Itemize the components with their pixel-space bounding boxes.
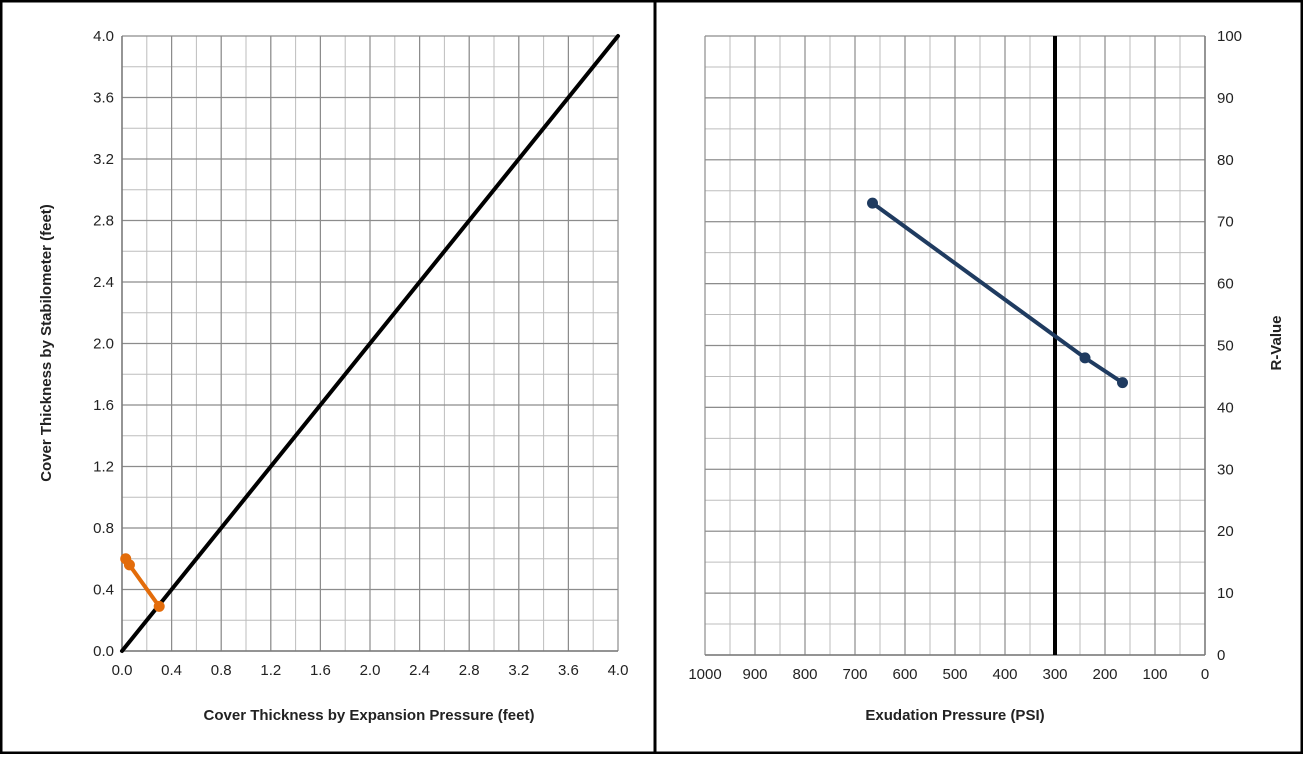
y-tick-label: 3.2	[93, 151, 114, 168]
x-tick-label: 0.0	[112, 662, 133, 679]
y-tick-label: 80	[1217, 152, 1234, 169]
left-series	[120, 34, 620, 653]
y-tick-label: 50	[1217, 338, 1234, 355]
series-point-0	[867, 197, 878, 209]
y-tick-label: 60	[1217, 276, 1234, 293]
left-y-axis-title: Cover Thickness by Stabilometer (feet)	[38, 204, 55, 482]
left-x-axis-title: Cover Thickness by Expansion Pressure (f…	[204, 707, 535, 724]
y-tick-label: 100	[1217, 28, 1242, 45]
x-tick-label: 500	[942, 666, 967, 683]
right-grid	[704, 35, 1206, 656]
y-tick-label: 40	[1217, 399, 1234, 416]
right-series	[867, 36, 1128, 655]
series-line-0	[120, 34, 620, 653]
right-x-axis-title: Exudation Pressure (PSI)	[865, 707, 1044, 724]
x-tick-label: 900	[742, 666, 767, 683]
x-tick-label: 3.2	[508, 662, 529, 679]
y-tick-label: 30	[1217, 461, 1234, 478]
y-tick-label: 1.2	[93, 459, 114, 476]
x-tick-label: 1.2	[260, 662, 281, 679]
x-tick-label: 200	[1092, 666, 1117, 683]
x-tick-label: 800	[792, 666, 817, 683]
right-y-axis-title: R-Value	[1268, 315, 1285, 370]
x-tick-label: 300	[1042, 666, 1067, 683]
x-tick-label: 3.6	[558, 662, 579, 679]
series-point-1	[153, 600, 165, 612]
y-tick-label: 0.0	[93, 643, 114, 660]
x-tick-label: 0	[1201, 666, 1209, 683]
x-tick-label: 0.8	[211, 662, 232, 679]
y-tick-label: 2.8	[93, 213, 114, 230]
x-tick-label: 0.4	[161, 662, 182, 679]
y-tick-label: 0.4	[93, 582, 114, 599]
left-x-tick-labels: 0.0 0.4 0.8 1.2 1.6 2.0 2.4 2.8 3.2 3.6 4.0	[112, 662, 629, 679]
x-tick-label: 2.8	[459, 662, 480, 679]
y-tick-label: 1.6	[93, 397, 114, 414]
x-tick-label: 1.6	[310, 662, 331, 679]
y-tick-label: 10	[1217, 585, 1234, 602]
right-chart: 1000 900 800 700 600 500 400 300 200 100 0 0102030…	[688, 28, 1285, 724]
y-tick-label: 70	[1217, 214, 1234, 231]
x-tick-label: 700	[842, 666, 867, 683]
x-tick-label: 2.0	[360, 662, 381, 679]
series-point-0	[1117, 377, 1128, 389]
left-grid	[121, 35, 619, 652]
left-chart: 0.0 0.4 0.8 1.2 1.6 2.0 2.4 2.8 3.2 3.6 4.0 0.0 0.4…	[38, 28, 628, 724]
series-point-1	[123, 559, 135, 571]
y-tick-label: 3.6	[93, 90, 114, 107]
x-tick-label: 4.0	[608, 662, 629, 679]
right-x-tick-labels: 1000 900 800 700 600 500 400 300 200 100 0	[688, 666, 1209, 683]
right-y-tick-labels: 0 10 20 30 40 50 60 70 80 90 100	[1217, 28, 1242, 664]
x-tick-label: 100	[1142, 666, 1167, 683]
x-tick-label: 400	[992, 666, 1017, 683]
y-tick-label: 4.0	[93, 28, 114, 45]
y-tick-label: 20	[1217, 523, 1234, 540]
series-point-0	[1079, 352, 1091, 364]
x-tick-label: 1000	[688, 666, 721, 683]
y-tick-label: 0	[1217, 647, 1225, 664]
y-tick-label: 2.4	[93, 274, 114, 291]
x-tick-label: 600	[892, 666, 917, 683]
left-y-tick-labels: 0.0 0.4 0.8 1.2 1.6 2.0 2.4 2.8 3.2 3.6 4.0	[93, 28, 114, 660]
y-tick-label: 90	[1217, 90, 1234, 107]
x-tick-label: 2.4	[409, 662, 430, 679]
y-tick-label: 2.0	[93, 336, 114, 353]
y-tick-label: 0.8	[93, 520, 114, 537]
